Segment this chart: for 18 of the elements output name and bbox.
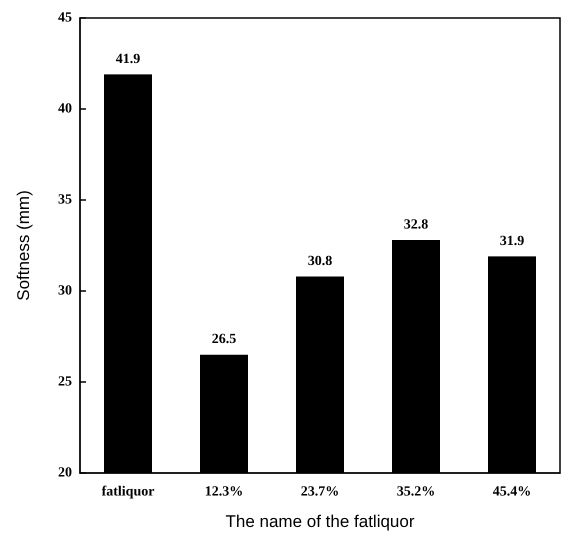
y-axis-title: Softness (mm) [14, 190, 33, 301]
x-tick-label: 12.3% [204, 484, 244, 500]
y-tick-label: 40 [58, 102, 72, 116]
x-tick-label: 23.7% [300, 484, 340, 500]
data-label: 30.8 [308, 254, 332, 269]
x-axis-title: The name of the fatliquor [225, 512, 415, 531]
y-tick-label: 35 [58, 192, 72, 208]
y-tick-label: 45 [58, 10, 72, 26]
data-label: 32.8 [404, 218, 428, 233]
data-label: 31.9 [500, 234, 524, 249]
y-tick-label: 25 [58, 374, 72, 390]
y-tick-label: 30 [58, 284, 72, 298]
data-label: 26.5 [212, 332, 236, 348]
x-tick-label: 45.4% [492, 484, 532, 500]
data-label: 41.9 [116, 52, 140, 67]
x-tick-label: 35.2% [396, 484, 436, 500]
x-tick-label: fatliquor [102, 484, 154, 500]
y-tick-label: 20 [58, 466, 72, 480]
